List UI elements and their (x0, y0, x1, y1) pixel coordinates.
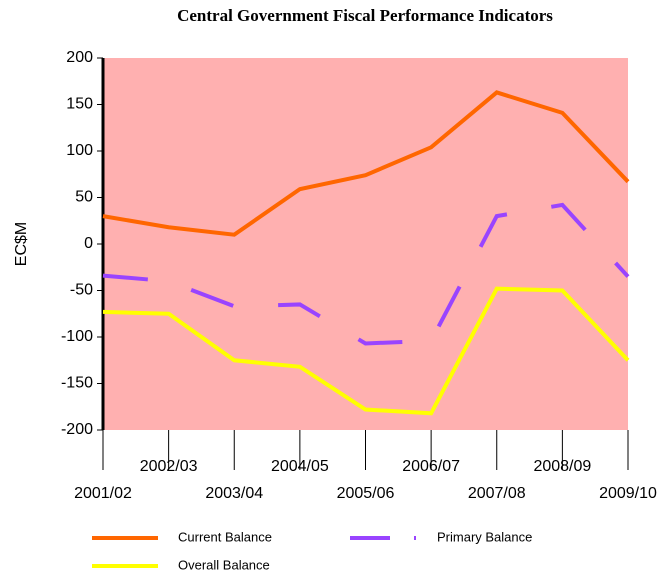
y-tick-label: 150 (66, 96, 93, 113)
y-tick-label: 100 (66, 142, 93, 159)
x-tick-label: 2006/07 (402, 458, 460, 475)
legend-label: Primary Balance (437, 529, 532, 544)
plot-area (103, 58, 628, 430)
y-tick-label: 50 (75, 189, 93, 206)
series-line (102, 286, 630, 416)
y-tick-label: -50 (70, 282, 93, 299)
chart-title: Central Government Fiscal Performance In… (177, 6, 553, 25)
legend-label: Overall Balance (178, 557, 270, 572)
series-line (102, 202, 630, 346)
y-tick-label: -150 (61, 375, 93, 392)
y-tick-label: -200 (61, 421, 93, 438)
y-tick-label: 0 (84, 235, 93, 252)
x-tick-label: 2001/02 (74, 485, 132, 502)
y-axis-label: EC$M (13, 222, 30, 266)
series-line (102, 90, 630, 237)
x-tick-label: 2005/06 (337, 485, 395, 502)
x-tick-label: 2009/10 (599, 485, 657, 502)
x-tick-label: 2008/09 (533, 458, 591, 475)
x-tick-label: 2004/05 (271, 458, 329, 475)
legend-label: Current Balance (178, 529, 272, 544)
x-tick-label: 2003/04 (205, 485, 263, 502)
y-tick-label: 200 (66, 49, 93, 66)
x-tick-label: 2002/03 (140, 458, 198, 475)
x-tick-label: 2007/08 (468, 485, 526, 502)
y-tick-label: -100 (61, 328, 93, 345)
